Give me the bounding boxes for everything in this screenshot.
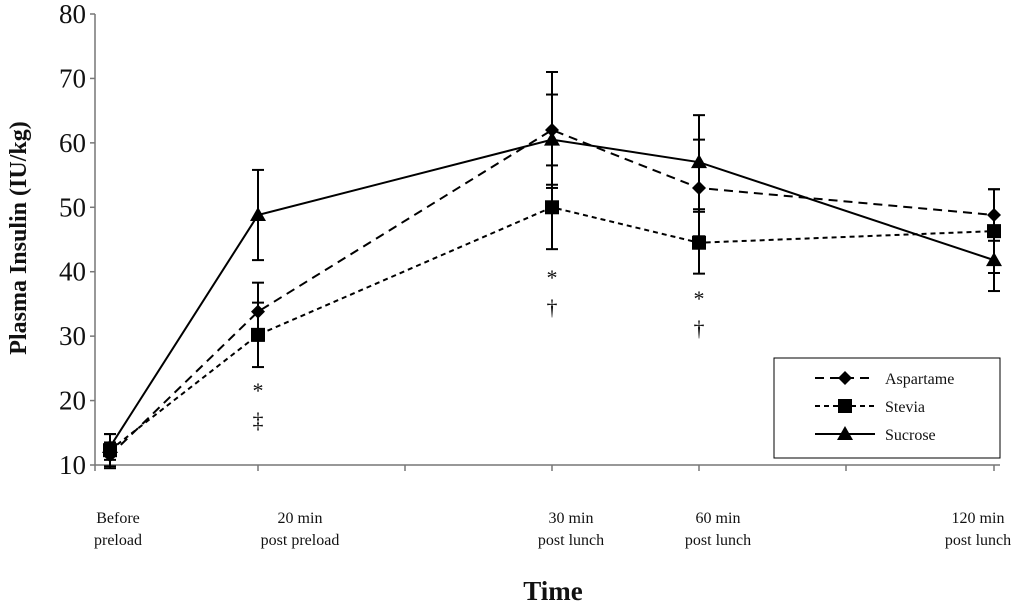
stevia-point [692,235,706,250]
x-tick-label: 120 min [952,510,1005,527]
x-tick-label: post lunch [685,532,751,549]
x-tick-label: 30 min [549,510,594,527]
significance-mark: * [253,378,264,403]
legend-sucrose-marker [837,426,853,440]
chart-axes [90,13,1000,471]
x-tick-labels: Before preload 20 min post preload 30 min pos… [94,510,1011,549]
y-tick-labels: 10 20 30 40 50 60 70 80 [59,0,86,480]
x-tick-label: post lunch [945,532,1011,549]
x-tick-label: Before [96,510,140,527]
x-tick-label: 20 min [278,510,323,527]
y-tick-label: 20 [59,386,86,416]
y-tick-label: 70 [59,63,86,93]
stevia-point [251,327,265,342]
sucrose-point [691,154,707,169]
series-layer [102,70,1002,470]
y-tick-label: 50 [59,192,86,222]
legend-sucrose-label: Sucrose [885,427,936,444]
legend-box [773,357,1001,459]
x-tick-label: preload [94,532,142,549]
x-axis-label: Time [523,576,583,606]
y-tick-label: 60 [59,128,86,158]
sucrose-point [102,438,118,453]
significance-mark: * [547,265,558,290]
x-tick-label: post preload [261,532,340,549]
series-sucrose [102,93,1002,461]
y-tick-label: 10 [59,450,86,480]
x-tick-label: 60 min [696,510,741,527]
legend-stevia-marker [838,399,852,413]
y-tick-label: 40 [59,257,86,287]
significance-mark: * [694,286,705,311]
legend-stevia-label: Stevia [885,399,925,416]
x-tick-label: post lunch [538,532,604,549]
stevia-point [545,200,559,215]
significance-mark: ‡ [253,408,264,433]
sucrose-point [544,131,560,146]
sucrose-point [986,252,1002,267]
legend-aspartame-label: Aspartame [885,371,954,388]
aspartame-line [109,128,995,457]
annotations: * ‡ * † * † [253,265,705,433]
significance-mark: † [547,295,558,320]
y-tick-label: 30 [59,321,86,351]
sucrose-point [250,207,266,222]
y-axis-label: Plasma Insulin (IU/kg) [6,121,32,354]
legend: Aspartame Stevia Sucrose [773,357,1001,459]
legend-aspartame-marker [838,371,852,385]
y-tick-label: 80 [59,0,86,29]
significance-mark: † [694,316,705,341]
